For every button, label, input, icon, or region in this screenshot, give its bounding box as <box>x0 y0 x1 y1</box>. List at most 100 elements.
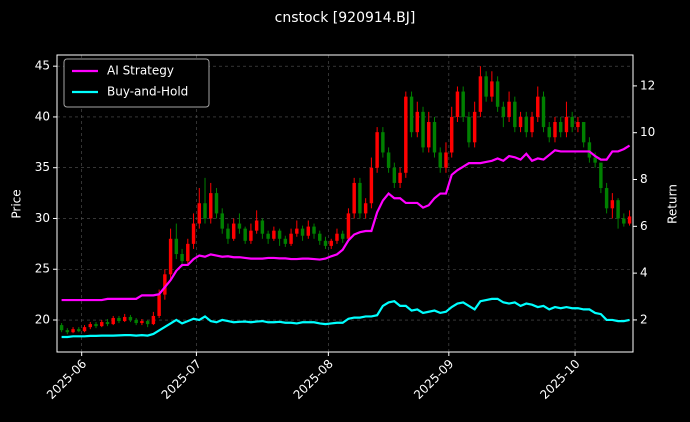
chart-title: cnstock [920914.BJ] <box>275 10 416 26</box>
candle-body <box>616 200 620 219</box>
candle-body <box>536 96 540 117</box>
candle-body <box>415 111 420 133</box>
candle-body <box>392 167 397 183</box>
candle-body <box>340 233 345 239</box>
candle-body <box>88 324 92 328</box>
candle-body <box>495 81 500 107</box>
candle-body <box>547 127 551 138</box>
candle-body <box>289 233 293 244</box>
candle-body <box>128 316 133 321</box>
candle-body <box>627 216 632 224</box>
candle-body <box>197 203 201 224</box>
candle-body <box>421 111 425 148</box>
candle-body <box>576 122 580 128</box>
candle-body <box>306 226 311 236</box>
candle-body <box>283 238 288 244</box>
candle-body <box>358 182 362 214</box>
candle-body <box>472 111 477 143</box>
y-tick-label: 40 <box>35 109 50 123</box>
candle-body <box>530 116 534 133</box>
y2-tick-label: 8 <box>640 172 648 186</box>
candle-body <box>329 240 333 246</box>
candle-body <box>226 228 230 239</box>
y2-tick-label: 4 <box>640 266 648 280</box>
y2-tick-label: 10 <box>640 125 655 139</box>
candle-body <box>335 233 339 241</box>
candle-body <box>461 91 465 117</box>
candle-body <box>272 230 276 239</box>
candle-body <box>59 325 64 331</box>
candle-body <box>191 223 196 244</box>
candle-body <box>346 213 351 239</box>
candle-body <box>117 317 121 322</box>
y-tick-label: 25 <box>35 262 50 276</box>
candle-body <box>100 322 104 327</box>
candle-body <box>467 116 471 143</box>
x-tick-label: 2025-06 <box>44 357 89 402</box>
x-tick-label: 2025-08 <box>291 357 336 402</box>
candle-body <box>518 116 523 128</box>
candle-body <box>214 193 219 214</box>
candle-body <box>134 320 138 324</box>
candle-body <box>604 188 609 209</box>
candle-body <box>237 223 242 229</box>
candle-body <box>553 122 557 138</box>
candle-body <box>77 329 81 332</box>
candle-body <box>140 321 144 324</box>
candle-body <box>318 233 322 241</box>
candle-body <box>323 240 328 246</box>
candle-body <box>484 76 488 97</box>
x-tick-label: 2025-07 <box>159 357 204 402</box>
candle-body <box>438 152 442 168</box>
y-tick-label: 45 <box>35 59 50 73</box>
candle-body <box>220 213 224 229</box>
candle-body <box>524 116 529 133</box>
candle-body <box>363 203 368 214</box>
candle-body <box>587 142 592 158</box>
y-tick-label: 35 <box>35 160 50 174</box>
candle-body <box>295 228 299 234</box>
candle-body <box>432 122 437 153</box>
candle-body <box>455 91 460 117</box>
candle-body <box>312 226 316 234</box>
y2-tick-label: 2 <box>640 312 648 326</box>
candle-body <box>564 116 569 133</box>
candle-body <box>203 203 207 219</box>
candle-body <box>490 81 494 97</box>
candle-body <box>570 116 574 128</box>
y-tick-label: 30 <box>35 211 50 225</box>
candle-body <box>427 122 431 148</box>
candle-body <box>610 200 615 209</box>
candle-body <box>186 243 190 262</box>
candle-body <box>82 327 87 332</box>
plot-frame <box>56 54 634 353</box>
candle-body <box>174 238 179 255</box>
candle-body <box>111 317 115 325</box>
candle-body <box>145 321 150 325</box>
candle-body <box>300 228 305 236</box>
candle-body <box>369 167 374 204</box>
y2-tick-label: 12 <box>640 78 655 92</box>
candle-body <box>513 101 517 128</box>
y-axis-label: Price <box>10 189 24 218</box>
x-tick-label: 2025-10 <box>537 357 582 402</box>
candle-body <box>94 324 98 327</box>
candle-body <box>444 152 448 168</box>
candle-body <box>449 116 454 153</box>
series-line <box>61 297 630 339</box>
candle-body <box>599 162 603 189</box>
y-tick-label: 20 <box>35 313 50 327</box>
legend-label: AI Strategy <box>107 64 174 78</box>
candle-body <box>157 294 161 316</box>
candle-body <box>71 329 75 333</box>
candle-body <box>65 330 70 333</box>
candle-body <box>501 106 506 117</box>
candle-body <box>168 238 173 275</box>
candle-body <box>180 254 184 262</box>
candle-body <box>593 157 597 163</box>
candle-body <box>254 220 259 231</box>
candle-body <box>404 96 408 173</box>
candle-body <box>507 101 511 117</box>
candle-body <box>386 152 391 168</box>
